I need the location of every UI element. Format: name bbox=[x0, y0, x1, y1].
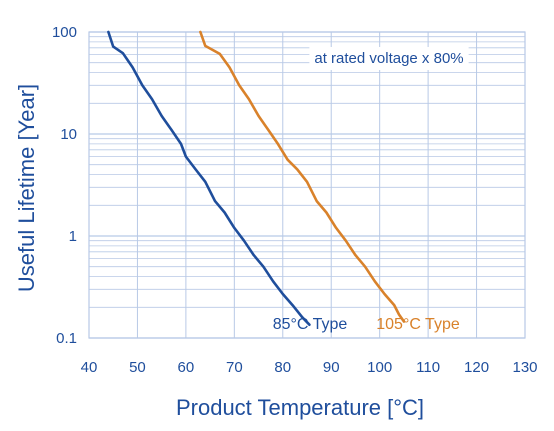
x-axis-label: Product Temperature [°C] bbox=[176, 395, 424, 420]
y-axis-label: Useful Lifetime [Year] bbox=[14, 84, 39, 292]
annotation-background bbox=[309, 47, 469, 70]
x-tick-label: 130 bbox=[512, 359, 537, 376]
legend-85c-type: 85°C Type bbox=[273, 316, 348, 333]
legend-105c-type: 105°C Type bbox=[376, 316, 460, 333]
y-tick-label: 100 bbox=[52, 24, 77, 41]
x-tick-label: 70 bbox=[226, 359, 243, 376]
annotation-label: at rated voltage x 80% bbox=[314, 50, 463, 67]
series-layer bbox=[107, 30, 406, 327]
x-tick-label: 120 bbox=[464, 359, 489, 376]
x-tick-label: 50 bbox=[129, 359, 146, 376]
y-tick-label: 0.1 bbox=[56, 330, 77, 347]
x-tick-label: 100 bbox=[367, 359, 392, 376]
series-line-85c bbox=[107, 30, 311, 327]
grid bbox=[88, 31, 526, 339]
x-tick-label: 40 bbox=[81, 359, 98, 376]
plot-frame bbox=[88, 31, 526, 339]
x-tick-label: 90 bbox=[323, 359, 340, 376]
y-tick-label: 10 bbox=[60, 126, 77, 143]
series-line-105c bbox=[199, 30, 406, 323]
x-tick-label: 110 bbox=[416, 359, 440, 376]
y-tick-label: 1 bbox=[69, 228, 77, 245]
x-tick-label: 80 bbox=[274, 359, 291, 376]
x-tick-label: 60 bbox=[178, 359, 195, 376]
